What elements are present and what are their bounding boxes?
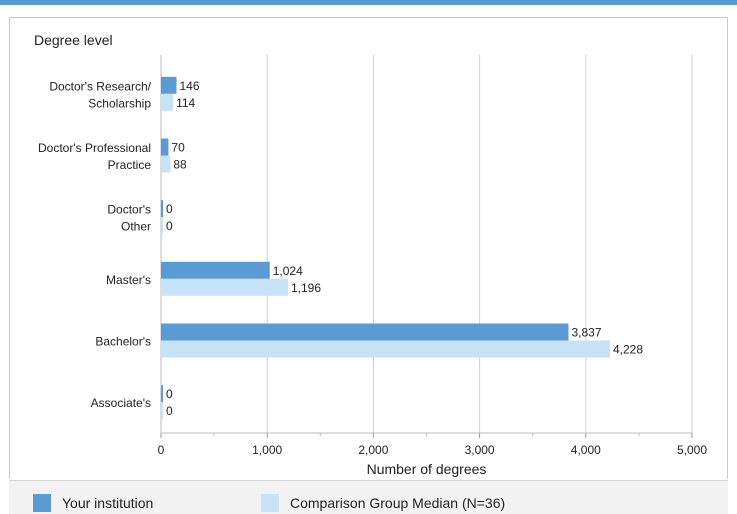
legend-item-comparison-median: Comparison Group Median (N=36): [261, 494, 505, 512]
data-label-comparison-median: 0: [166, 219, 173, 233]
bar-comparison-median: [161, 217, 163, 235]
x-tick-label: 2,000: [358, 443, 388, 457]
legend-swatch-comparison-median: [261, 494, 279, 512]
x-tick-label: 3,000: [465, 443, 495, 457]
category-axis-title: Degree level: [34, 32, 113, 48]
bar-chart: Degree level 146 114 70 88 0 0 1,024 1,196 3,837…: [34, 32, 707, 477]
category-label: Associate's: [91, 396, 151, 410]
bar-comparison-median: [161, 278, 289, 296]
grid-lines: [160, 55, 693, 433]
data-label-comparison-median: 4,228: [613, 343, 643, 357]
bar-comparison-median: [161, 155, 171, 173]
bars: [161, 76, 611, 420]
data-label-your-institution: 70: [171, 141, 185, 155]
category-label: Master's: [106, 273, 151, 287]
chart-frame: Degree level 146 114 70 88 0 0 1,024 1,196 3,837…: [9, 17, 728, 479]
bar-your-institution: [161, 385, 163, 403]
legend-label-your-institution: Your institution: [62, 495, 154, 511]
category-label: Doctor's: [107, 203, 151, 217]
bar-your-institution: [161, 200, 163, 218]
category-label: Bachelor's: [95, 335, 151, 349]
data-label-comparison-median: 1,196: [291, 281, 321, 295]
data-label-comparison-median: 0: [166, 404, 173, 418]
data-label-your-institution: 0: [166, 202, 173, 216]
category-label: Practice: [108, 158, 152, 172]
bar-comparison-median: [161, 402, 163, 420]
data-label-your-institution: 146: [180, 79, 200, 93]
category-label: Doctor's Research/: [49, 79, 151, 93]
bar-your-institution: [161, 138, 169, 156]
data-label-your-institution: 1,024: [273, 264, 303, 278]
data-label-your-institution: 3,837: [571, 326, 601, 340]
data-labels: 146 114 70 88 0 0 1,024 1,196 3,837 4,228 0 0: [166, 79, 643, 418]
bar-your-institution: [161, 261, 270, 279]
legend-label-comparison-median: Comparison Group Median (N=36): [290, 495, 506, 511]
bar-your-institution: [161, 76, 177, 94]
data-label-comparison-median: 114: [176, 96, 195, 110]
bar-your-institution: [161, 323, 569, 341]
x-tick-label: 0: [158, 443, 165, 457]
category-labels: Doctor's Research/Scholarship Doctor's Pr…: [38, 79, 152, 410]
data-label-comparison-median: 88: [173, 158, 187, 172]
legend: Your institution Comparison Group Median…: [9, 480, 728, 514]
x-tick-label: 4,000: [571, 443, 601, 457]
top-accent-bar: [0, 0, 737, 5]
x-axis-ticks: 0 1,000 2,000 3,000 4,000 5,000: [158, 432, 707, 457]
legend-item-your-institution: Your institution: [33, 494, 153, 512]
x-axis-title: Number of degrees: [367, 461, 487, 477]
bar-comparison-median: [161, 340, 611, 358]
x-tick-label: 1,000: [252, 443, 282, 457]
x-tick-label: 5,000: [677, 443, 707, 457]
category-label: Other: [121, 220, 151, 234]
category-label: Doctor's Professional: [38, 141, 151, 155]
category-label: Scholarship: [88, 96, 151, 110]
bar-comparison-median: [161, 93, 174, 111]
legend-swatch-your-institution: [33, 494, 51, 512]
data-label-your-institution: 0: [166, 387, 173, 401]
